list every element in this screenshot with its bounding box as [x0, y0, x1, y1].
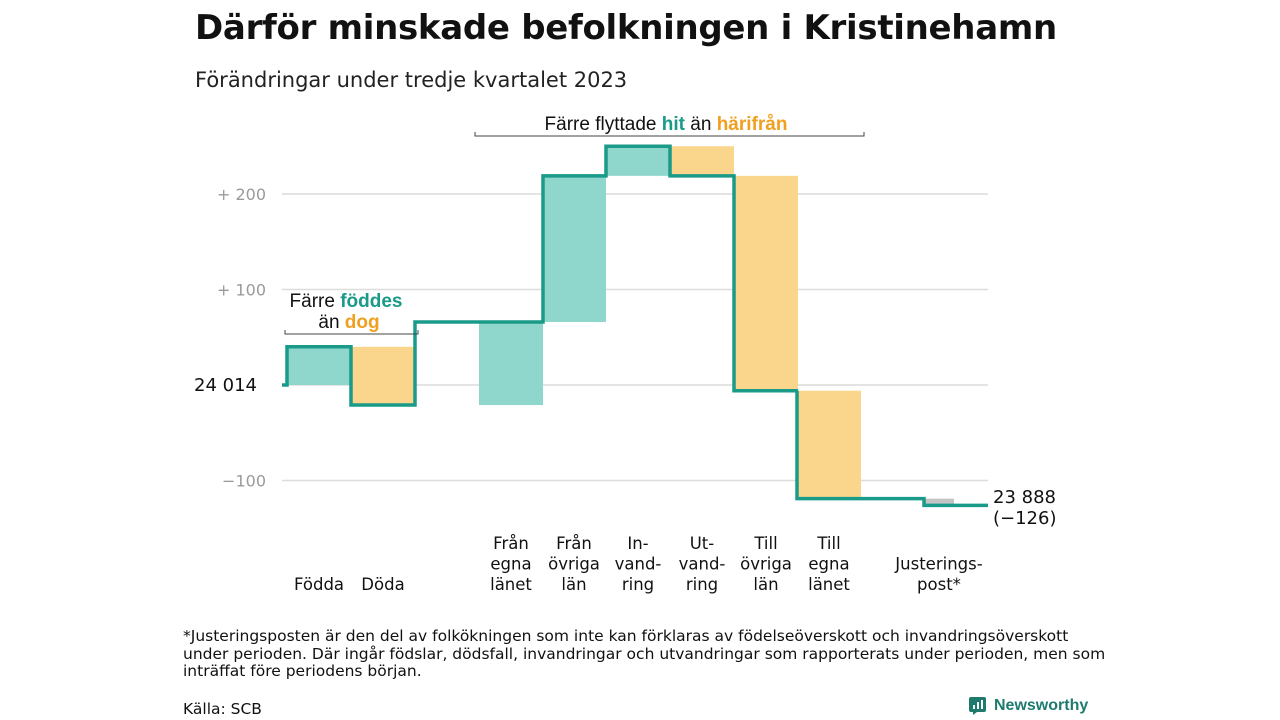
chart-title: Därför minskade befolkningen i Kristineh…: [195, 8, 1057, 48]
category-label: In-vand-ring: [615, 534, 662, 594]
bar-increase: [542, 175, 606, 322]
end-value-label: 23 888: [993, 487, 1056, 508]
annotation-migration-bracket: [474, 132, 865, 137]
annotation-births-bracket: [284, 330, 419, 335]
category-label: Födda: [294, 575, 344, 594]
category-label: Justerings-post*: [894, 555, 982, 595]
category-labels: Födda Döda Från egna länet Från övriga län In-va…: [294, 534, 983, 594]
footnote: *Justeringsposten är den del av folkökni…: [183, 627, 1106, 680]
y-tick-label: −100: [222, 472, 266, 491]
bar-decrease: [734, 175, 798, 391]
annotation-births-line1: Färre föddes: [290, 291, 403, 312]
bar-increase: [287, 346, 351, 385]
category-label: Från övriga län: [548, 534, 600, 594]
bars: [287, 146, 954, 506]
bar-decrease: [351, 346, 415, 406]
source-label: Källa: SCB: [183, 700, 262, 718]
brand-name: Newsworthy: [994, 697, 1089, 714]
end-change-label: (−126): [993, 508, 1056, 529]
annotation-migration: Färre flyttade hit än härifrån: [545, 114, 788, 135]
bar-adjustment: [924, 498, 954, 506]
gridlines: [282, 193, 988, 482]
category-label: Till egna länet: [808, 534, 850, 594]
bar-decrease: [670, 146, 734, 176]
y-tick-label: + 200: [217, 185, 266, 204]
bar-decrease: [797, 390, 861, 499]
newsworthy-logo: Newsworthy: [968, 696, 1088, 716]
start-value-label: 24 014: [194, 375, 257, 396]
waterfall-chart: + 200 + 100 −100 Födda Döda Från egna länet Frå…: [194, 114, 1056, 594]
newsworthy-icon: [969, 697, 986, 715]
bar-increase: [479, 321, 543, 406]
cumulative-step-line: [282, 144, 988, 508]
bar-increase: [606, 146, 670, 176]
category-label: Döda: [361, 575, 404, 594]
category-label: Till övriga län: [740, 534, 792, 594]
y-tick-label: + 100: [217, 281, 266, 300]
category-label: Ut-vand-ring: [679, 534, 726, 594]
category-label: Från egna länet: [490, 534, 532, 594]
step-line: [282, 144, 988, 508]
annotation-births-line2: än dog: [318, 312, 379, 333]
chart-subtitle: Förändringar under tredje kvartalet 2023: [195, 68, 628, 92]
y-axis-ticks: + 200 + 100 −100: [217, 185, 266, 491]
